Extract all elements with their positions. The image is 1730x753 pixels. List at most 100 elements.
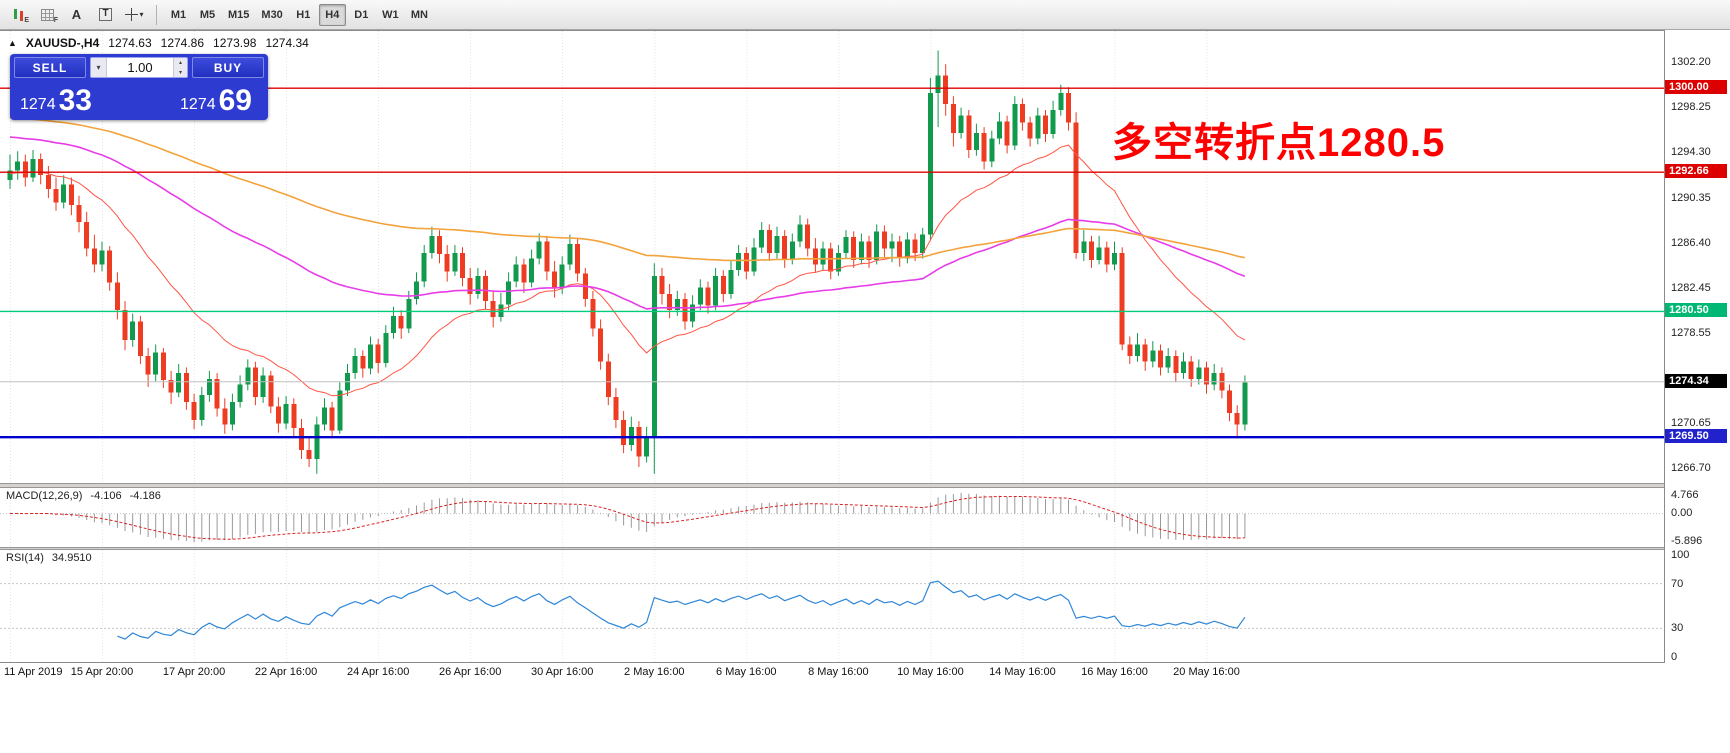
chart-ohlc-header: ▲ XAUUSD-,H4 1274.63 1274.86 1273.98 127… <box>8 36 309 50</box>
toolbar: E F A T ▾ M1 M5 M15 M30 H1 H4 D1 W1 MN <box>0 0 1730 30</box>
time-axis-label: 2 May 16:00 <box>624 666 685 678</box>
volume-dropdown-caret-icon[interactable]: ▾ <box>91 58 107 77</box>
buy-price-pips: 69 <box>218 84 252 117</box>
rsi-canvas[interactable] <box>0 550 1664 662</box>
spin-down-icon[interactable]: ▾ <box>178 69 182 76</box>
rsi-scale-label: 70 <box>1671 577 1684 590</box>
price-line-badge: 1269.50 <box>1665 429 1727 444</box>
sell-price[interactable]: 1274 33 <box>20 86 92 116</box>
timeframe-group: M1 M5 M15 M30 H1 H4 D1 W1 MN <box>164 3 434 26</box>
price-axis-label: 1278.55 <box>1671 326 1711 339</box>
price-line-badge: 1280.50 <box>1665 303 1727 318</box>
time-axis-line <box>0 662 1730 663</box>
crosshair-tool[interactable]: ▾ <box>121 4 148 26</box>
one-click-toggle-icon[interactable]: ▲ <box>8 38 17 48</box>
macd-title: MACD(12,26,9) <box>6 490 83 502</box>
ohlc-close: 1274.34 <box>265 36 309 50</box>
chart-top-border <box>0 30 1730 31</box>
annotation-text: 多空转折点1280.5 <box>1112 121 1446 165</box>
timeframe-button-d1[interactable]: D1 <box>354 8 369 21</box>
volume-control: ▾ ▴▾ <box>90 57 188 78</box>
price-axis-label: 1298.25 <box>1671 101 1711 114</box>
main-chart-canvas[interactable] <box>0 31 1664 483</box>
sell-price-pips: 33 <box>58 84 92 117</box>
timeframe-button-m15[interactable]: M15 <box>228 8 250 21</box>
text-label-tool[interactable]: A <box>63 4 90 26</box>
macd-indicator-label: MACD(12,26,9) -4.106 -4.186 <box>6 490 161 502</box>
price-scale[interactable]: 1302.20 1298.25 1294.30 1290.35 1286.40 1282.… <box>1665 0 1730 753</box>
spin-up-icon[interactable]: ▴ <box>178 60 182 67</box>
time-axis-label: 30 Apr 16:00 <box>530 666 594 678</box>
time-axis-label: 6 May 16:00 <box>716 666 777 678</box>
timeframe-button-mn[interactable]: MN <box>410 8 428 21</box>
timeframe-button-m30[interactable]: M30 <box>261 8 283 21</box>
time-axis-label: 20 May 16:00 <box>1173 666 1240 678</box>
macd-scale-label: -5.896 <box>1671 535 1703 547</box>
candles-icon <box>12 8 26 22</box>
price-axis-label: 1282.45 <box>1671 282 1711 294</box>
time-axis-label: 8 May 16:00 <box>808 666 869 678</box>
price-scale-separator <box>1664 31 1665 662</box>
rsi-scale-label: 0 <box>1671 651 1678 663</box>
volume-spinner: ▴ ▾ <box>173 58 187 77</box>
time-axis-label: 22 Apr 16:00 <box>254 666 318 678</box>
template-tool[interactable]: T <box>92 4 119 26</box>
time-axis-label: 26 Apr 16:00 <box>438 666 502 678</box>
time-axis-label: 14 May 16:00 <box>989 666 1056 678</box>
price-axis-label: 1294.30 <box>1671 146 1711 159</box>
panel-splitter-rsi[interactable] <box>0 547 1730 550</box>
time-axis-label: 16 May 16:00 <box>1081 666 1148 678</box>
crosshair-icon <box>125 8 139 21</box>
macd-canvas[interactable] <box>0 488 1664 547</box>
timeframe-button-m1[interactable]: M1 <box>170 8 187 21</box>
rsi-scale-label: 30 <box>1671 622 1684 635</box>
time-axis-label: 17 Apr 20:00 <box>162 666 226 678</box>
time-axis-label: 11 Apr 2019 <box>4 666 63 678</box>
macd-value-main: -4.106 <box>90 490 122 502</box>
timeframe-button-h1[interactable]: H1 <box>296 8 311 21</box>
ohlc-high: 1274.86 <box>160 36 205 50</box>
time-axis-label: 24 Apr 16:00 <box>346 666 410 678</box>
time-axis[interactable]: 11 Apr 2019 15 Apr 20:00 17 Apr 20:00 22 Ap… <box>0 664 1730 684</box>
chevron-down-icon: ▾ <box>139 10 144 19</box>
chart-profile-tool[interactable]: F <box>34 4 61 26</box>
panel-splitter-macd[interactable] <box>0 483 1730 488</box>
chart-type-tool[interactable]: E <box>5 4 32 26</box>
time-axis-label: 15 Apr 20:00 <box>70 666 134 678</box>
volume-input[interactable] <box>107 58 173 77</box>
price-line-badge: 1300.00 <box>1665 80 1727 95</box>
price-axis-label: 1266.70 <box>1671 462 1711 475</box>
tool-badge: F <box>53 16 58 24</box>
price-line-badge: 1292.66 <box>1665 164 1727 179</box>
buy-button[interactable]: BUY <box>192 57 264 78</box>
symbol-period-label: XAUUSD-,H4 <box>25 36 100 50</box>
macd-value-signal: -4.186 <box>129 490 161 502</box>
rsi-scale-label: 100 <box>1671 549 1690 561</box>
rsi-indicator-label: RSI(14) 34.9510 <box>6 552 92 564</box>
price-axis-label: 1302.20 <box>1671 56 1711 68</box>
tool-letter: T <box>99 8 112 21</box>
grid-icon <box>41 8 54 21</box>
current-price-badge: 1274.34 <box>1665 373 1727 388</box>
timeframe-button-h4[interactable]: H4 <box>318 3 346 26</box>
ohlc-low: 1273.98 <box>213 36 257 50</box>
tool-group: E F A T ▾ <box>4 4 149 26</box>
tool-badge: E <box>24 16 29 24</box>
macd-scale-label: 4.766 <box>1671 489 1699 501</box>
rsi-value: 34.9510 <box>51 552 92 564</box>
ohlc-open: 1274.63 <box>108 36 152 50</box>
buy-price-main: 1274 <box>180 96 216 114</box>
sell-button[interactable]: SELL <box>14 57 86 78</box>
macd-scale-label: 0.00 <box>1671 506 1693 519</box>
buy-price[interactable]: 1274 69 <box>180 86 252 116</box>
toolbar-separator <box>156 4 157 25</box>
rsi-title: RSI(14) <box>6 552 44 564</box>
quote-prices: 1274 33 1274 69 <box>14 78 264 117</box>
timeframe-button-m5[interactable]: M5 <box>199 8 216 21</box>
timeframe-button-w1[interactable]: W1 <box>382 8 399 21</box>
price-axis-label: 1270.65 <box>1671 417 1711 430</box>
time-axis-label: 10 May 16:00 <box>897 666 964 678</box>
price-axis-label: 1286.40 <box>1671 236 1711 249</box>
